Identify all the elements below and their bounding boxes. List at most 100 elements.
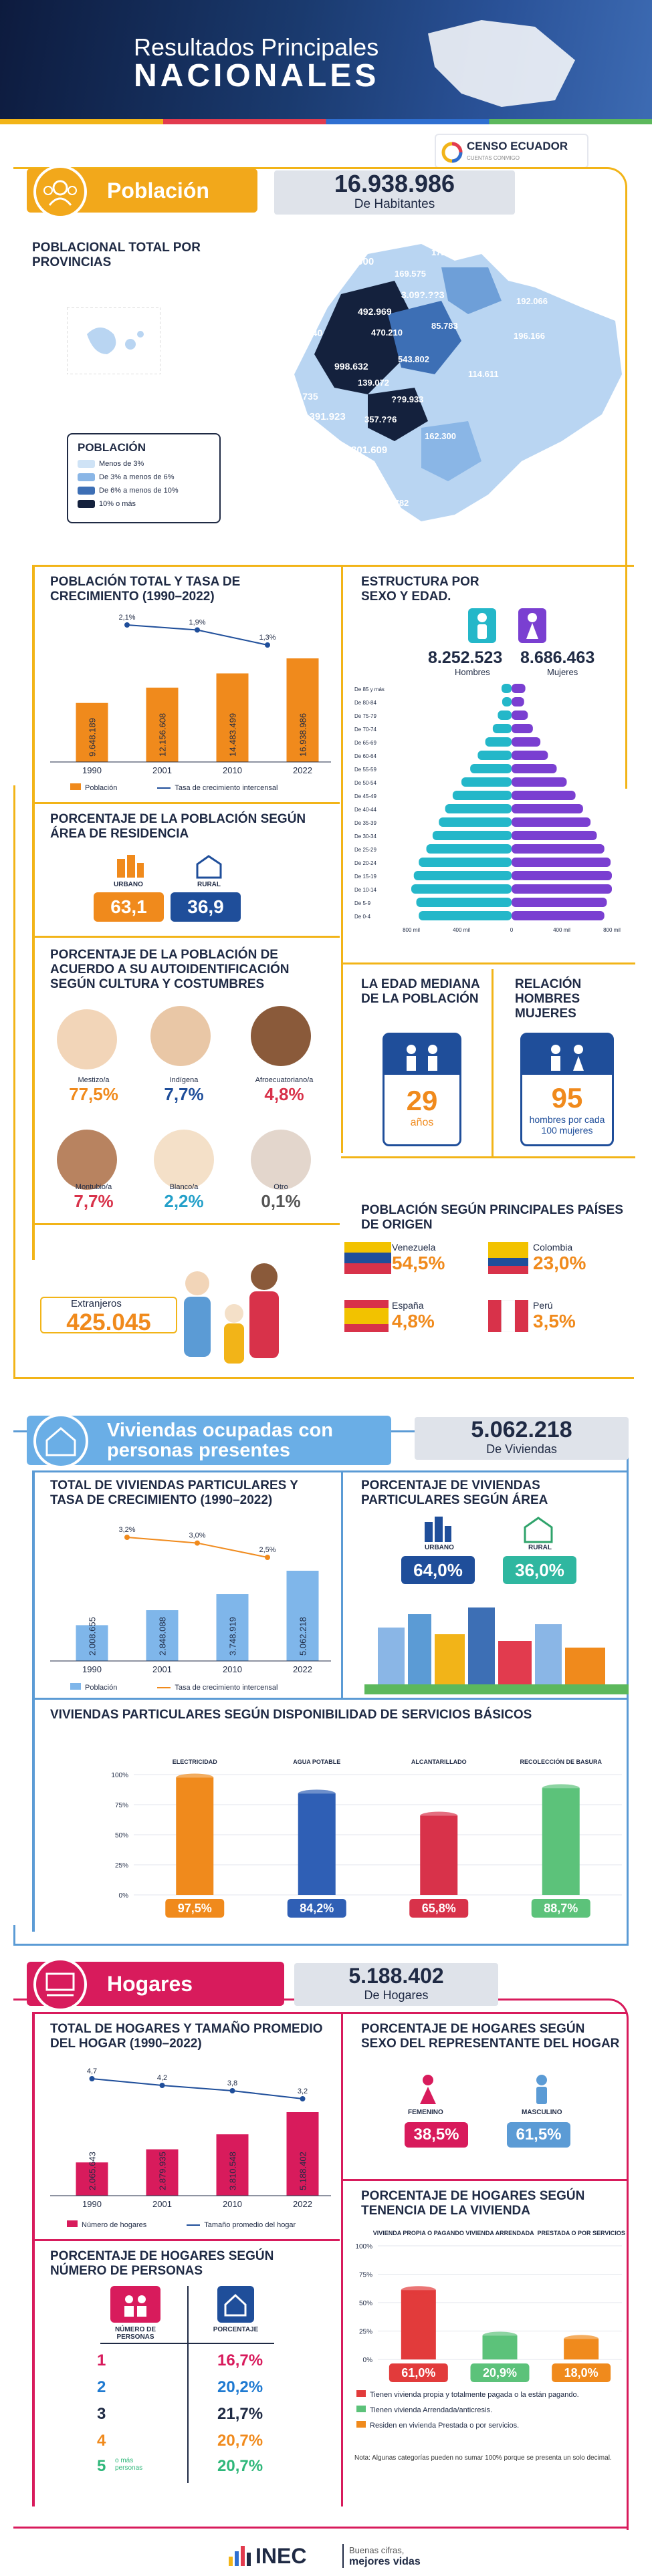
bar-value-label: 84,2%: [300, 1902, 334, 1915]
legend-bar-label: Número de hogares: [82, 2221, 147, 2229]
footer-brand: INEC: [255, 2544, 307, 2568]
legend-line-label: Tasa de crecimiento intercensal: [175, 784, 278, 792]
growth-label: 2,1%: [118, 614, 135, 622]
column-divider: [32, 2012, 35, 2506]
frame-line: [13, 1925, 15, 1945]
pyramid-bar-hombres: [470, 764, 512, 773]
age-label: De 60-64: [354, 753, 376, 759]
edad-title: LA EDAD MEDIANA DE LA POBLACIÓN: [361, 977, 479, 1006]
viv-rural-value: 36,0%: [503, 1556, 576, 1584]
map-value: 543.802: [398, 354, 429, 364]
pyramid-bar-mujeres: [512, 724, 533, 733]
pyramid-bar-hombres: [485, 737, 512, 747]
cultura-label: Otro: [274, 1183, 288, 1191]
bar-top: [482, 2331, 518, 2340]
chart-bar: [146, 1610, 179, 1661]
relacion-unit: hombres por cada 100 mujeres: [529, 1114, 605, 1136]
pyramid-bar-hombres: [445, 804, 512, 813]
age-label: De 85 y más: [354, 686, 385, 692]
montubio-avatar: [57, 1130, 117, 1190]
growth-point: [89, 2076, 95, 2081]
personas-p: 20,7%: [217, 2457, 263, 2475]
personas-p: 21,7%: [217, 2405, 263, 2423]
legend-line-swatch: [187, 2224, 201, 2226]
bar-value-label: 88,7%: [544, 1902, 578, 1915]
legend-swatch: [78, 500, 95, 509]
cultura-value: 2,2%: [164, 1191, 204, 1211]
legend-item-label: Menos de 3%: [99, 460, 144, 468]
viv-growth-title: TOTAL DE VIVIENDAS PARTICULARES Y TASA D…: [50, 1478, 298, 1507]
row-divider: [32, 1698, 627, 1700]
age-label: De 45-49: [354, 793, 376, 799]
tenencia-legend-label: Tienen vivienda propia y totalmente paga…: [370, 2391, 579, 2399]
value-pill: [470, 2363, 530, 2382]
bar-value-label: 5.188.402: [298, 2152, 308, 2190]
table-divider: [187, 2286, 189, 2483]
map-value: 196.166: [514, 331, 545, 341]
bar-value-label: 97,5%: [178, 1902, 212, 1915]
map-value: 4.391.923: [301, 411, 346, 422]
row-divider: [341, 962, 635, 964]
column-divider: [341, 1470, 343, 1698]
column-divider: [341, 2012, 343, 2506]
personas-col2: PORCENTAJE: [213, 2326, 259, 2333]
bar-top: [298, 1789, 336, 1798]
male-icon: [468, 608, 496, 643]
column-divider: [492, 969, 494, 1156]
frame-line: [13, 1377, 634, 1379]
legend-swatch: [356, 2390, 366, 2397]
x-tick-label: 2010: [223, 2199, 242, 2209]
x-tick-label: 1990: [82, 1664, 102, 1674]
area-rural-value: 36,9: [171, 892, 241, 922]
growth-point: [265, 642, 270, 648]
legend-line-label: Tamaño promedio del hogar: [204, 2221, 296, 2229]
x-tick-label: 400 mil: [453, 927, 470, 933]
header-stripes: [0, 119, 652, 124]
row-divider: [32, 1470, 627, 1472]
female-icon: [518, 608, 546, 643]
frame-line: [13, 2527, 629, 2529]
pyramid-bar-mujeres: [512, 817, 591, 827]
legend-item: De 6% a menos de 10%: [78, 487, 219, 495]
chart-legend: Población Tasa de crecimiento intercensal: [70, 783, 278, 792]
hogares-total-label: De Hogares: [364, 1988, 429, 2002]
table-divider: [100, 2343, 274, 2344]
pyramid-bar-hombres: [452, 791, 512, 800]
population-pyramid-chart: De 85 y más De 80-84 De 75-79 De 70-74 De 65…: [354, 684, 621, 933]
growth-label: 3,2: [298, 2087, 308, 2095]
header-title-line1: Resultados Principales: [134, 33, 379, 61]
y-tick-label: 75%: [359, 2272, 372, 2279]
y-tick-label: 0%: [363, 2357, 373, 2364]
legend-item-label: 10% o más: [99, 500, 136, 509]
age-label: De 0-4: [354, 914, 371, 920]
map-value: 192.066: [516, 296, 548, 306]
pais-label: Colombia: [533, 1242, 573, 1253]
bar-value-label: 2.879.935: [158, 2152, 168, 2190]
age-label: De 20-24: [354, 860, 376, 866]
map-value: 470.210: [371, 328, 403, 338]
blanco-avatar: [154, 1130, 214, 1190]
category-label: PRESTADA O POR SERVICIOS: [537, 2230, 625, 2236]
personas-n: 3: [97, 2405, 106, 2423]
frame-line: [13, 795, 15, 1377]
pyramid-bar-mujeres: [512, 844, 605, 854]
bar-value-label: 2.065.643: [88, 2152, 98, 2190]
cultura-label: Montubio/a: [75, 1183, 112, 1191]
map-value: 162.300: [425, 431, 456, 441]
map-value: ??9.933: [391, 394, 424, 404]
tenencia-legend-item: Tienen vivienda propia y totalmente paga…: [356, 2390, 625, 2399]
map-value: 28.583: [154, 348, 179, 357]
legend-swatch: [78, 487, 95, 495]
growth-point: [124, 1535, 130, 1540]
personas-p: 20,2%: [217, 2378, 263, 2396]
map-value: 553.900: [338, 256, 374, 267]
pyramid-bar-hombres: [419, 858, 512, 867]
map-value: 114.611: [468, 369, 499, 379]
x-tick-label: 2001: [152, 2199, 172, 2209]
viv-urbano-value: 64,0%: [401, 1556, 475, 1584]
x-tick-label: 400 mil: [553, 927, 570, 933]
paises-title: POBLACIÓN SEGÚN PRINCIPALES PAÍSES DE OR…: [361, 1203, 624, 1232]
age-label: De 10-14: [354, 887, 376, 893]
y-tick-label: 25%: [115, 1862, 128, 1870]
x-tick-label: 2022: [293, 1664, 312, 1674]
